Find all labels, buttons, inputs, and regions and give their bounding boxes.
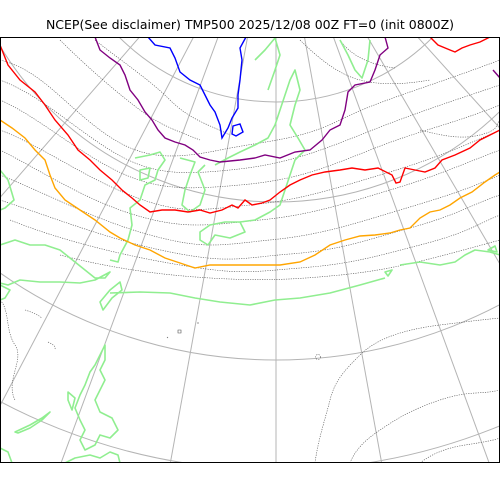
isotherm-purple-east xyxy=(492,69,500,79)
isotherm-blue-small xyxy=(231,123,244,137)
map-title: NCEP(See disclaimer) TMP500 2025/12/08 0… xyxy=(45,17,455,32)
land-contours xyxy=(0,37,500,463)
isotherm-orange xyxy=(0,119,500,269)
isotherm-blue xyxy=(147,37,247,141)
coastline-contours xyxy=(0,39,500,463)
small-features xyxy=(166,322,199,339)
isotherm-red-north xyxy=(429,37,491,53)
isotherm-red xyxy=(0,44,500,214)
isotherm-purple xyxy=(94,37,389,163)
